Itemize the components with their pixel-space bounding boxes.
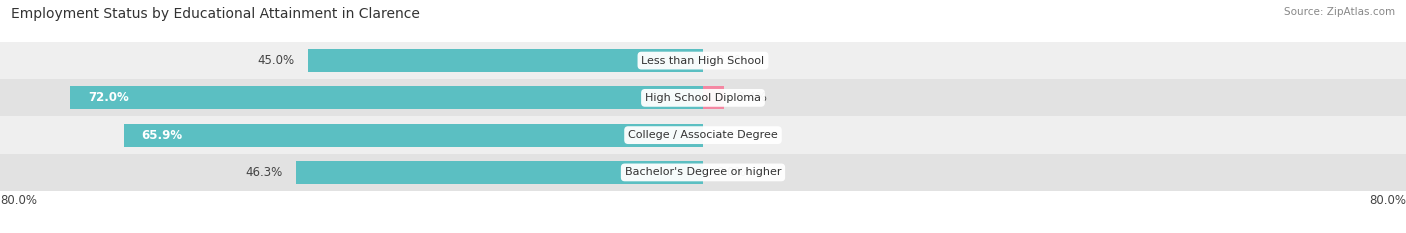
Text: 46.3%: 46.3% [246, 166, 283, 179]
Text: Bachelor's Degree or higher: Bachelor's Degree or higher [624, 168, 782, 177]
Text: Source: ZipAtlas.com: Source: ZipAtlas.com [1284, 7, 1395, 17]
Text: 80.0%: 80.0% [0, 194, 37, 207]
Text: 0.0%: 0.0% [716, 166, 745, 179]
Text: High School Diploma: High School Diploma [645, 93, 761, 103]
Text: Less than High School: Less than High School [641, 56, 765, 65]
Bar [297, 161, 703, 184]
Bar [0, 154, 1406, 191]
Text: 0.0%: 0.0% [716, 54, 745, 67]
Bar [0, 79, 1406, 116]
Text: 2.4%: 2.4% [737, 91, 768, 104]
Text: Employment Status by Educational Attainment in Clarence: Employment Status by Educational Attainm… [11, 7, 420, 21]
Text: 72.0%: 72.0% [87, 91, 128, 104]
Bar [308, 49, 703, 72]
Bar [70, 86, 703, 110]
Bar [124, 123, 703, 147]
Bar [0, 116, 1406, 154]
Bar [0, 42, 1406, 79]
Text: 80.0%: 80.0% [1369, 194, 1406, 207]
Text: College / Associate Degree: College / Associate Degree [628, 130, 778, 140]
Text: 45.0%: 45.0% [257, 54, 294, 67]
Text: 65.9%: 65.9% [142, 129, 183, 142]
Bar [703, 86, 724, 110]
Text: 0.0%: 0.0% [716, 129, 745, 142]
